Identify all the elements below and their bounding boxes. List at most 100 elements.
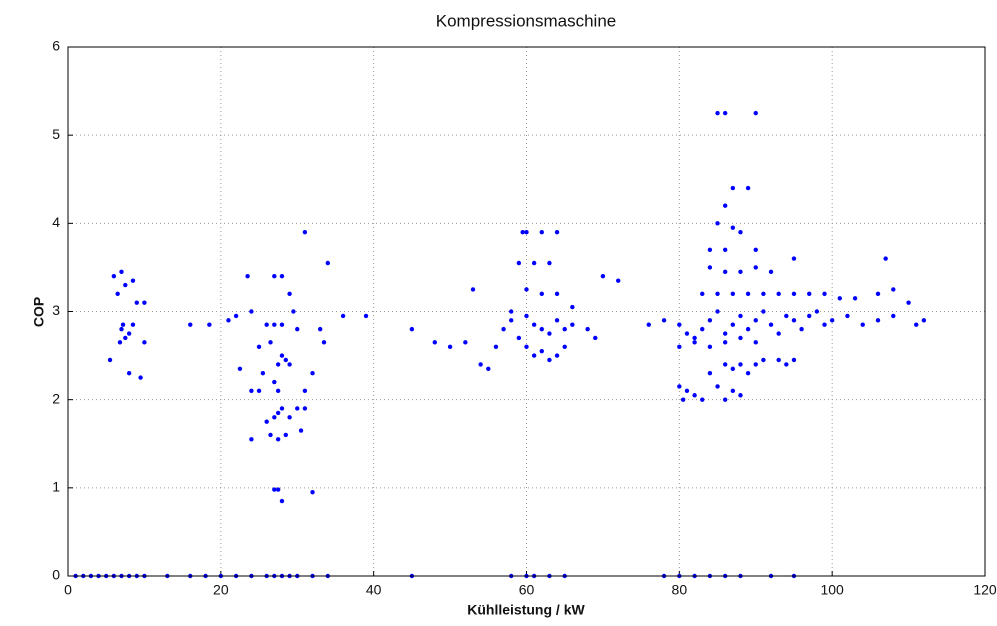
point — [279, 322, 285, 327]
x-tick-label: 100 — [820, 582, 844, 598]
point — [875, 318, 881, 323]
point — [677, 322, 682, 327]
point — [249, 309, 254, 314]
point — [325, 260, 331, 266]
point — [814, 309, 820, 314]
point — [516, 260, 522, 266]
point — [753, 265, 758, 270]
point — [295, 326, 300, 332]
point — [692, 340, 697, 345]
point — [768, 269, 774, 275]
point — [531, 260, 537, 266]
y-tick-label: 0 — [52, 567, 60, 583]
point — [722, 331, 728, 336]
point — [791, 256, 797, 261]
point — [233, 313, 239, 319]
point — [516, 335, 522, 341]
x-tick-label: 0 — [64, 582, 72, 598]
point — [409, 326, 415, 332]
point — [738, 393, 743, 398]
point — [753, 340, 758, 345]
point — [715, 291, 720, 297]
point — [111, 274, 117, 279]
point — [768, 322, 774, 327]
point — [249, 388, 254, 394]
point — [845, 313, 850, 319]
point — [256, 344, 262, 349]
point — [275, 437, 281, 442]
point — [547, 260, 552, 266]
point — [554, 353, 560, 358]
point — [822, 291, 827, 297]
point — [730, 291, 736, 297]
point — [791, 291, 797, 297]
point — [570, 304, 575, 310]
points — [73, 110, 927, 579]
point — [784, 313, 789, 319]
point — [287, 362, 292, 367]
point — [753, 110, 758, 116]
point — [279, 274, 285, 279]
point — [470, 287, 476, 292]
point — [283, 357, 288, 363]
point — [646, 322, 651, 327]
point — [730, 185, 736, 191]
point — [123, 335, 128, 341]
point — [738, 362, 743, 367]
y-tick-label: 1 — [52, 479, 60, 495]
point — [279, 406, 285, 411]
point — [287, 291, 292, 297]
point — [524, 229, 529, 235]
point — [776, 357, 781, 363]
point — [142, 300, 147, 305]
point — [837, 296, 843, 301]
y-tick-label: 2 — [52, 390, 60, 406]
point — [363, 313, 369, 319]
point — [272, 322, 277, 327]
point — [119, 269, 124, 275]
point — [700, 326, 705, 332]
point — [268, 340, 273, 345]
x-tick-label: 20 — [213, 582, 229, 598]
point — [700, 397, 705, 402]
point — [115, 291, 120, 297]
point — [791, 318, 797, 323]
point — [761, 309, 766, 314]
point — [722, 340, 728, 345]
point — [730, 225, 736, 230]
point — [275, 362, 281, 367]
point — [761, 291, 766, 297]
point — [753, 247, 758, 252]
point — [562, 344, 567, 349]
point — [188, 322, 193, 327]
point — [539, 326, 544, 332]
point — [860, 322, 865, 327]
point — [264, 322, 269, 327]
point — [295, 406, 300, 411]
point — [829, 318, 835, 323]
point — [310, 490, 315, 495]
point — [126, 371, 132, 376]
point — [520, 229, 525, 235]
point — [283, 432, 288, 438]
point — [486, 366, 491, 372]
y-tick-label: 4 — [52, 214, 60, 230]
x-axis-label: Kühlleistung / kW — [467, 602, 585, 618]
point — [593, 335, 598, 341]
point — [117, 340, 123, 345]
point — [547, 331, 552, 336]
point — [547, 357, 552, 363]
point — [264, 419, 269, 424]
x-tick-label: 40 — [366, 582, 382, 598]
point — [123, 282, 128, 288]
point — [738, 269, 743, 275]
point — [302, 229, 308, 235]
point — [715, 221, 720, 226]
point — [822, 322, 827, 327]
point — [207, 322, 212, 327]
point — [906, 300, 911, 305]
point — [761, 357, 766, 363]
point — [509, 309, 514, 314]
point — [707, 344, 713, 349]
